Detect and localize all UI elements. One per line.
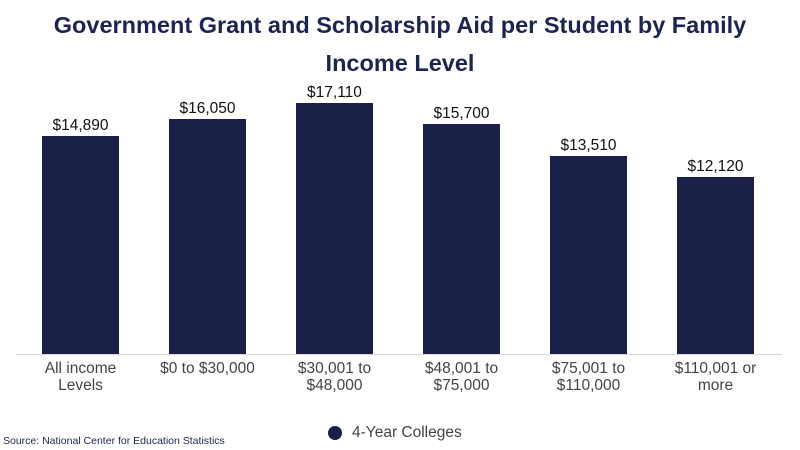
bar: [296, 103, 373, 354]
data-label: $15,700: [433, 105, 490, 122]
bar: [42, 136, 119, 354]
x-tick-label: $30,001 to $48,000: [297, 360, 372, 394]
bar: [550, 156, 627, 354]
chart-title-line-1: Government Grant and Scholarship Aid per…: [53, 12, 747, 38]
bar: [169, 119, 246, 354]
x-tick-label: $110,001 or more: [674, 360, 757, 394]
legend-marker-icon: [328, 426, 342, 440]
chart-title-line-2: Income Level: [325, 50, 475, 76]
x-tick-label: $0 to $30,000: [160, 360, 255, 377]
data-label: $16,050: [179, 100, 236, 117]
legend-label: 4-Year Colleges: [352, 424, 462, 441]
bar: [423, 124, 500, 354]
x-tick-label: All income Levels: [44, 360, 117, 394]
x-axis-line: [16, 354, 782, 355]
bar: [677, 177, 754, 354]
data-label: $17,110: [307, 84, 362, 101]
legend: 4-Year Colleges: [328, 424, 462, 442]
source-note: Source: National Center for Education St…: [3, 435, 225, 447]
x-tick-label: $75,001 to $110,000: [551, 360, 626, 394]
data-label: $13,510: [560, 137, 617, 154]
data-label: $14,890: [52, 117, 109, 134]
data-label: $12,120: [687, 158, 744, 175]
x-tick-label: $48,001 to $75,000: [424, 360, 499, 394]
chart-title: Government Grant and Scholarship Aid per…: [0, 6, 800, 82]
